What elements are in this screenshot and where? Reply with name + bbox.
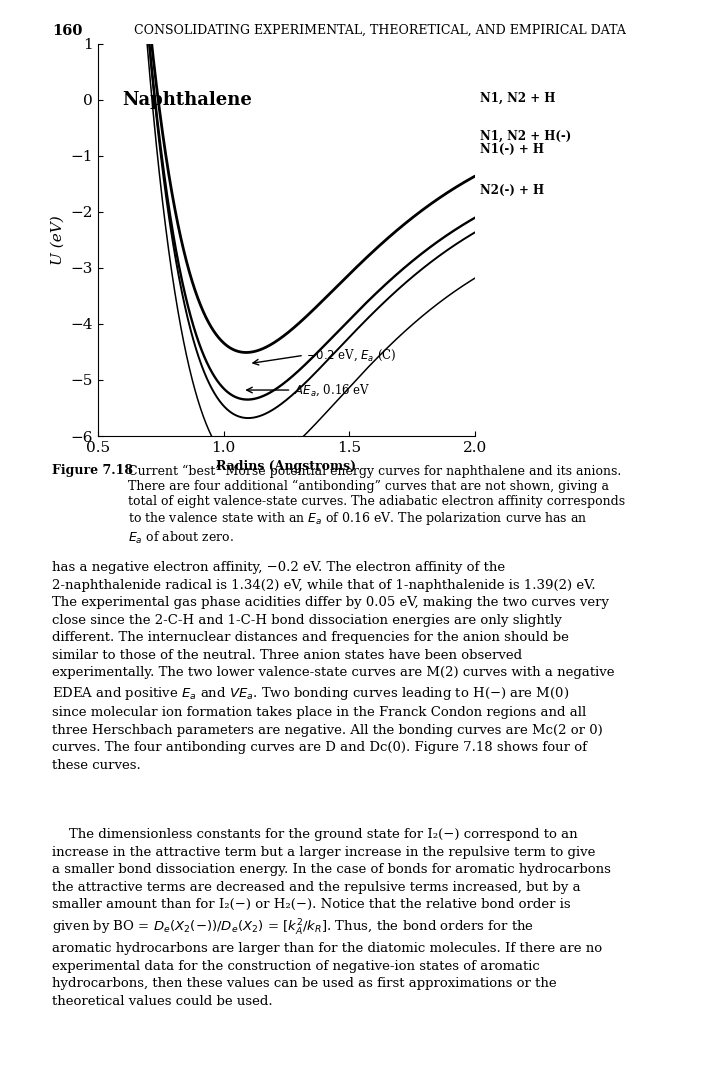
Text: $AE_a$, 0.16 eV: $AE_a$, 0.16 eV [294,383,370,398]
Text: The dimensionless constants for the ground state for I₂(−) correspond to an
incr: The dimensionless constants for the grou… [52,828,611,1008]
Text: N1, N2 + H(-): N1, N2 + H(-) [481,130,572,143]
Text: has a negative electron affinity, −0.2 eV. The electron affinity of the
2-naphth: has a negative electron affinity, −0.2 e… [52,561,615,772]
X-axis label: Radins (Angstroms): Radins (Angstroms) [216,460,357,473]
Text: 160: 160 [52,24,83,38]
Y-axis label: U (eV): U (eV) [51,215,65,265]
Text: N1, N2 + H: N1, N2 + H [481,92,556,105]
Text: Naphthalene: Naphthalene [122,90,252,109]
Text: Current “best” Morse potential energy curves for naphthalene and its anions.
The: Current “best” Morse potential energy cu… [128,464,626,546]
Text: CONSOLIDATING EXPERIMENTAL, THEORETICAL, AND EMPIRICAL DATA: CONSOLIDATING EXPERIMENTAL, THEORETICAL,… [134,24,626,37]
Text: N2(-) + H: N2(-) + H [481,184,544,197]
Text: Figure 7.18: Figure 7.18 [52,464,142,477]
Text: $-0.2$ eV, $E_a$ (C): $-0.2$ eV, $E_a$ (C) [307,348,397,363]
Text: N1(-) + H: N1(-) + H [481,143,544,156]
